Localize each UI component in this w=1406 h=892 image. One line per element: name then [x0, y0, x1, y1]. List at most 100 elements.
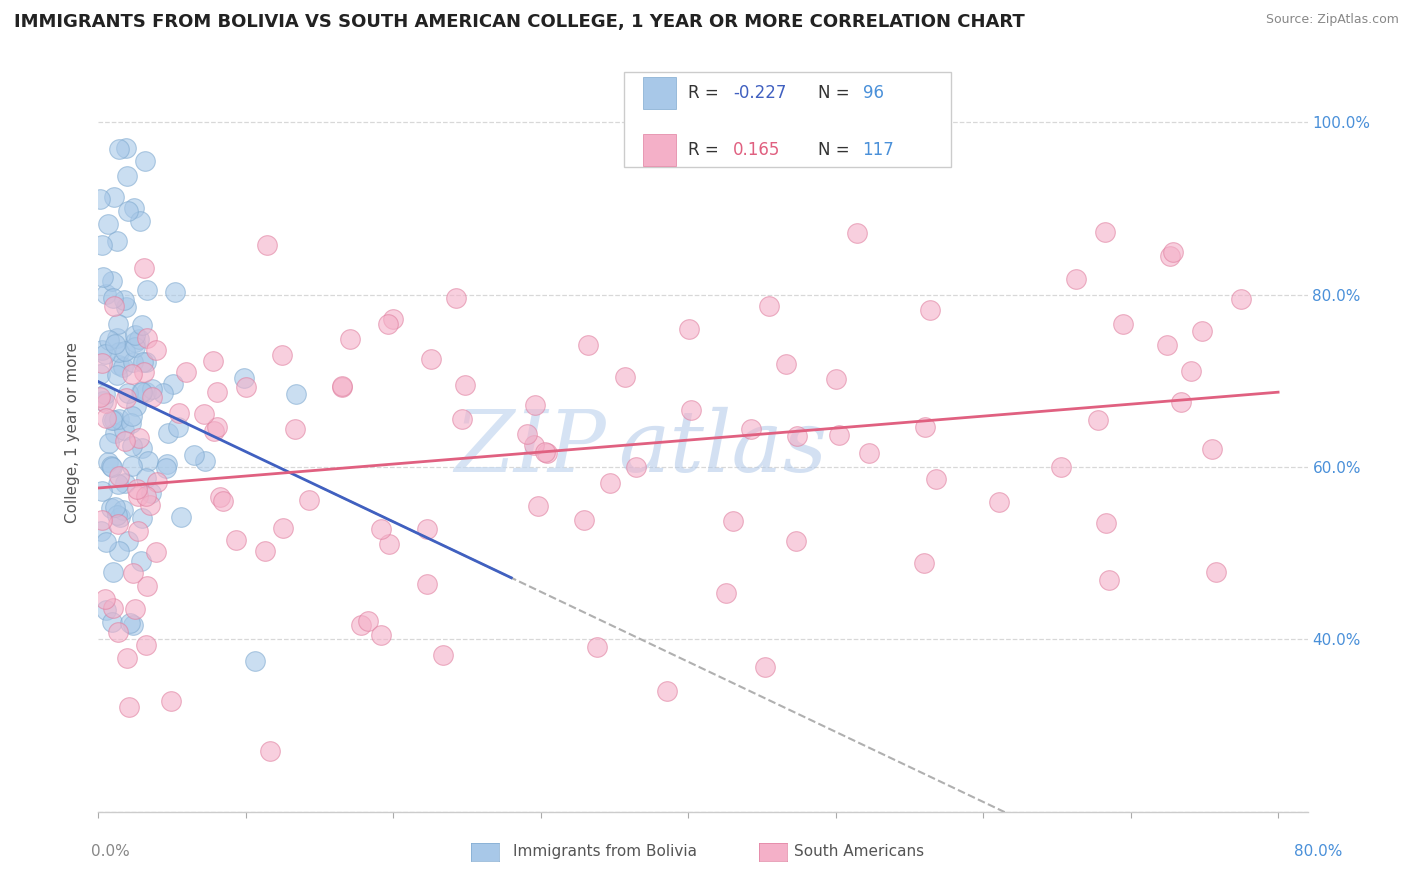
Point [202, 424, 225, 438]
Point [174, 365, 197, 379]
Point [121, 368, 143, 382]
Point [136, 454, 159, 468]
Point [523, 438, 546, 452]
Text: N =: N = [818, 141, 855, 159]
Point [135, 489, 157, 503]
Text: South Americans: South Americans [794, 845, 925, 859]
Point [655, 683, 678, 698]
Point [97, 455, 120, 469]
Point [536, 446, 558, 460]
Point [94, 386, 117, 401]
Point [201, 353, 224, 368]
Point [330, 380, 353, 394]
Point [94, 396, 117, 410]
Point [108, 142, 131, 156]
Point [1201, 442, 1223, 456]
Point [103, 299, 125, 313]
Point [146, 475, 169, 489]
Point [1229, 292, 1251, 306]
Text: -0.227: -0.227 [734, 84, 786, 102]
Point [91, 269, 114, 284]
Point [846, 226, 869, 240]
Point [91, 356, 114, 370]
Point [270, 348, 292, 362]
Point [135, 355, 157, 369]
Point [129, 385, 152, 400]
Point [526, 499, 548, 513]
Point [451, 412, 474, 426]
Point [115, 141, 138, 155]
Point [104, 336, 127, 351]
Point [94, 603, 117, 617]
Point [235, 380, 257, 394]
Point [350, 618, 373, 632]
Point [107, 477, 129, 491]
Point [370, 522, 392, 536]
Point [101, 413, 124, 427]
Text: 96: 96 [863, 84, 883, 102]
Point [155, 461, 177, 475]
Point [124, 602, 146, 616]
Point [162, 377, 184, 392]
Point [1087, 413, 1109, 427]
Point [134, 365, 156, 379]
Point [120, 417, 142, 431]
Point [330, 379, 353, 393]
Point [454, 377, 477, 392]
Point [101, 273, 124, 287]
Point [107, 358, 129, 372]
Point [115, 651, 138, 665]
Point [124, 399, 146, 413]
Point [117, 385, 139, 400]
Point [134, 154, 156, 169]
Point [131, 318, 153, 332]
Point [679, 402, 702, 417]
Point [108, 509, 131, 524]
Point [141, 486, 163, 500]
Point [131, 510, 153, 524]
Text: Immigrants from Bolivia: Immigrants from Bolivia [513, 845, 697, 859]
Point [107, 624, 129, 639]
Point [233, 371, 256, 385]
Point [104, 500, 127, 515]
Point [105, 368, 128, 382]
FancyBboxPatch shape [643, 134, 676, 166]
Point [107, 317, 129, 331]
Point [284, 422, 307, 436]
Point [516, 426, 538, 441]
Point [183, 448, 205, 462]
Point [114, 434, 136, 448]
Point [420, 352, 443, 367]
Point [89, 192, 111, 206]
Point [416, 577, 439, 591]
Point [1159, 249, 1181, 263]
Y-axis label: College, 1 year or more: College, 1 year or more [65, 343, 80, 523]
Point [103, 600, 125, 615]
Point [1111, 317, 1133, 331]
Point [128, 431, 150, 445]
Point [136, 579, 159, 593]
Text: atlas: atlas [619, 407, 828, 489]
Point [118, 615, 141, 630]
Point [1205, 565, 1227, 579]
Point [127, 524, 149, 538]
Point [107, 516, 129, 531]
Point [135, 384, 157, 399]
Text: 0.165: 0.165 [734, 141, 780, 159]
Point [167, 420, 190, 434]
Point [208, 491, 231, 505]
Point [100, 500, 122, 515]
Point [100, 458, 122, 473]
Point [415, 522, 437, 536]
Point [97, 217, 120, 231]
Point [121, 409, 143, 423]
Point [1156, 338, 1178, 352]
Point [124, 328, 146, 343]
Point [925, 472, 948, 486]
Point [101, 615, 124, 630]
Point [101, 460, 124, 475]
Point [152, 385, 174, 400]
Point [131, 385, 153, 400]
Point [108, 544, 131, 558]
Point [135, 470, 157, 484]
